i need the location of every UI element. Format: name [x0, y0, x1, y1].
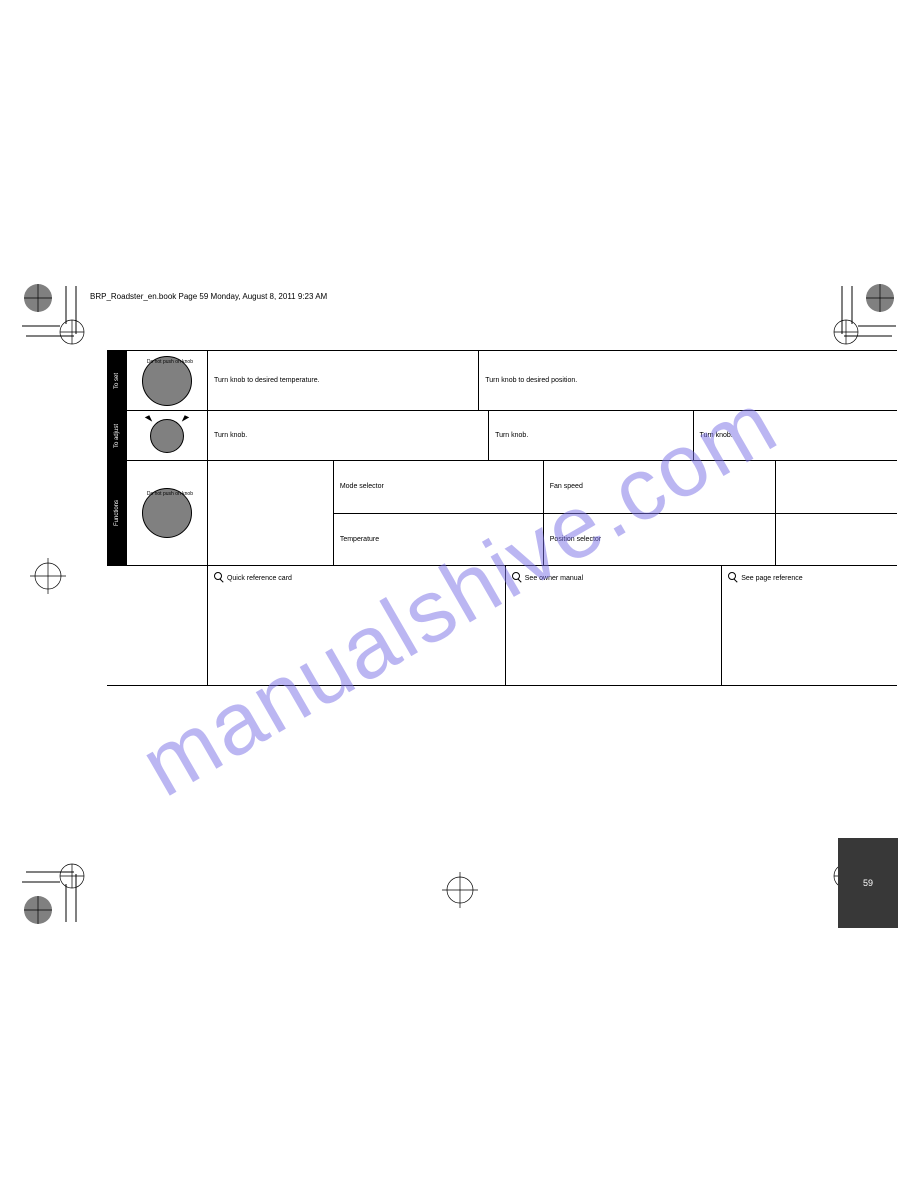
magnifier-icon — [214, 572, 222, 580]
table-row-set: To set Do not push on knob Turn knob to … — [107, 351, 897, 411]
knob-icon-small — [150, 419, 184, 453]
subcell-b3 — [775, 514, 897, 566]
magnifier-icon — [512, 572, 520, 580]
subcell-a2: Fan speed — [543, 461, 775, 513]
row-label-set: To set — [107, 351, 127, 410]
row-label-adjust: To adjust — [107, 411, 127, 460]
subcell-b2: Position selector — [543, 514, 775, 566]
knob-icon-large-2: Do not push on knob — [142, 488, 192, 538]
page-number-tab: 59 — [838, 838, 898, 928]
cell-adjust-3: Turn knob. — [693, 411, 897, 460]
instruction-table: To set Do not push on knob Turn knob to … — [107, 350, 897, 686]
crop-mark-bot-center — [440, 870, 480, 910]
crop-mark-top-right — [830, 278, 900, 348]
subcell-b1: Temperature — [333, 514, 543, 566]
crop-mark-mid-left — [28, 556, 68, 596]
footer-cell-3: See page reference — [721, 566, 897, 685]
cell-set-1: Turn knob to desired temperature. — [207, 351, 478, 410]
footer-cell-2: See owner manual — [505, 566, 721, 685]
footer-cell-1: Quick reference card — [207, 566, 505, 685]
page-header-text: BRP_Roadster_en.book Page 59 Monday, Aug… — [90, 292, 327, 301]
subcell-a1: Mode selector — [333, 461, 543, 513]
cell-adjust-2: Turn knob. — [488, 411, 692, 460]
knob-cell-adjust — [127, 411, 207, 460]
knob-cell-functions: Do not push on knob — [127, 461, 207, 565]
table-row-footer: Quick reference card See owner manual Se… — [107, 566, 897, 686]
cell-adjust-1: Turn knob. — [207, 411, 488, 460]
magnifier-icon — [728, 572, 736, 580]
func-spacer-1 — [207, 461, 333, 565]
knob-cell-set: Do not push on knob — [127, 351, 207, 410]
table-row-adjust: To adjust Turn knob. Turn knob. Turn kno… — [107, 411, 897, 461]
crop-mark-bot-left — [18, 860, 88, 930]
subcell-a3 — [775, 461, 897, 513]
row-label-functions: Functions — [107, 461, 127, 565]
table-row-functions: Functions Do not push on knob Mode selec… — [107, 461, 897, 566]
crop-mark-top-left — [18, 278, 88, 348]
cell-set-2: Turn knob to desired position. — [478, 351, 897, 410]
knob-icon-large: Do not push on knob — [142, 356, 192, 406]
footer-spacer — [107, 566, 207, 685]
functions-subgrid: Mode selector Fan speed Temperature Posi… — [333, 461, 897, 565]
